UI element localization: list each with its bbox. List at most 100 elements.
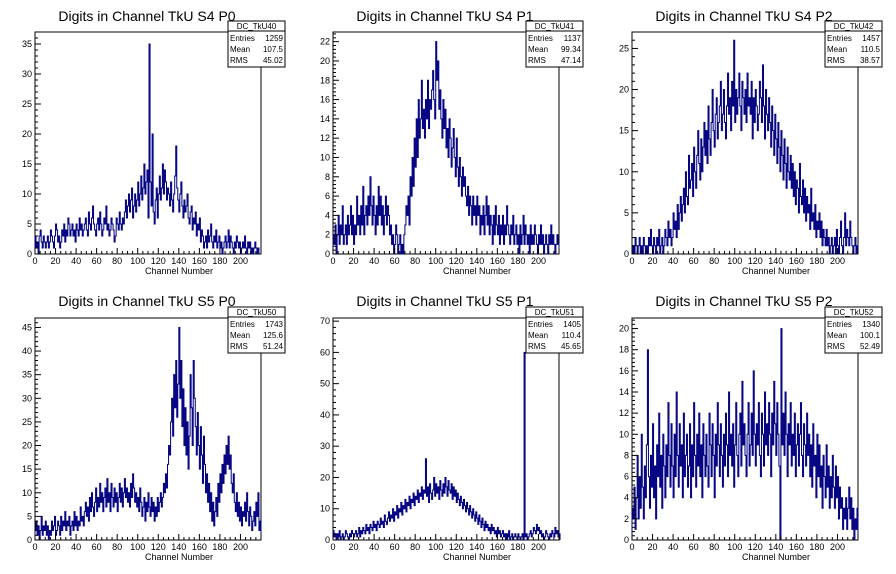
stats-entries-label: Entries xyxy=(827,34,852,43)
x-tick-label: 100 xyxy=(428,256,443,266)
stats-name: DC_TkU40 xyxy=(237,22,277,31)
x-tick-label: 200 xyxy=(233,256,248,266)
y-tick-label: 18 xyxy=(320,75,330,85)
x-tick-label: 100 xyxy=(130,256,145,266)
x-tick-label: 180 xyxy=(510,256,525,266)
x-tick-label: 60 xyxy=(92,542,102,552)
histogram-title: Digits in Channel TkU S5 P0 xyxy=(58,293,235,309)
stats-entries-value: 1457 xyxy=(862,34,880,43)
stats-name: DC_TkU52 xyxy=(834,308,874,317)
x-tick-label: 0 xyxy=(629,542,634,552)
x-axis-label: Channel Number xyxy=(742,266,810,276)
stats-entries-label: Entries xyxy=(827,320,852,329)
stats-rms-label: RMS xyxy=(528,342,546,351)
stats-entries-value: 1137 xyxy=(564,34,582,43)
y-tick-label: 10 xyxy=(619,429,629,439)
histogram-line xyxy=(332,41,560,255)
x-tick-label: 80 xyxy=(410,542,420,552)
stats-rms-label: RMS xyxy=(827,342,845,351)
stats-entries-label: Entries xyxy=(230,34,255,43)
y-tick-label: 5 xyxy=(27,511,32,521)
stats-entries-value: 1405 xyxy=(563,320,581,329)
stats-mean-label: Mean xyxy=(827,331,847,340)
stats-name: DC_TkU51 xyxy=(535,308,575,317)
stats-box-frame xyxy=(824,306,883,354)
x-tick-label: 40 xyxy=(369,542,379,552)
x-tick-label: 160 xyxy=(490,256,505,266)
x-tick-label: 100 xyxy=(727,542,742,552)
y-tick-label: 18 xyxy=(619,345,629,355)
stats-rms-label: RMS xyxy=(230,342,248,351)
x-tick-label: 20 xyxy=(51,256,61,266)
x-tick-label: 100 xyxy=(727,256,742,266)
x-tick-label: 120 xyxy=(748,256,763,266)
y-tick-label: 50 xyxy=(320,379,330,389)
x-tick-label: 20 xyxy=(349,542,359,552)
y-tick-label: 10 xyxy=(22,488,32,498)
x-tick-label: 40 xyxy=(369,256,379,266)
y-tick-label: 20 xyxy=(22,441,32,451)
y-tick-label: 5 xyxy=(27,219,32,229)
histogram-title: Digits in Channel TkU S4 P2 xyxy=(655,8,832,24)
y-tick-label: 5 xyxy=(624,208,629,218)
x-tick-label: 200 xyxy=(233,542,248,552)
y-tick-label: 25 xyxy=(619,43,629,53)
x-tick-label: 140 xyxy=(768,256,783,266)
y-tick-label: 8 xyxy=(624,450,629,460)
y-tick-label: 10 xyxy=(320,504,330,514)
x-tick-label: 200 xyxy=(531,542,546,552)
stats-rms-value: 45.65 xyxy=(561,342,582,351)
x-tick-label: 0 xyxy=(330,256,335,266)
y-tick-label: 20 xyxy=(619,324,629,334)
y-tick-label: 20 xyxy=(619,85,629,95)
histogram-title: Digits in Channel TkU S4 P1 xyxy=(356,8,533,24)
stats-box-frame xyxy=(824,20,883,68)
x-axis-label: Channel Number xyxy=(443,266,511,276)
y-tick-label: 40 xyxy=(320,410,330,420)
y-tick-label: 15 xyxy=(619,126,629,136)
x-tick-label: 160 xyxy=(490,542,505,552)
y-tick-label: 15 xyxy=(22,159,32,169)
stats-mean-label: Mean xyxy=(528,331,548,340)
stats-box-frame xyxy=(525,306,584,354)
y-tick-label: 45 xyxy=(22,322,32,332)
y-tick-label: 20 xyxy=(320,472,330,482)
stats-box-frame xyxy=(525,20,584,68)
x-tick-label: 200 xyxy=(830,542,845,552)
x-tick-label: 20 xyxy=(349,256,359,266)
x-tick-label: 60 xyxy=(689,542,699,552)
histogram-line xyxy=(332,351,561,541)
y-tick-label: 30 xyxy=(22,393,32,403)
histogram-line xyxy=(632,39,859,255)
y-tick-label: 35 xyxy=(22,39,32,49)
y-tick-label: 0 xyxy=(624,249,629,259)
plot-frame xyxy=(631,31,859,255)
y-tick-label: 6 xyxy=(325,191,330,201)
y-tick-label: 0 xyxy=(325,249,330,259)
histogram-title: Digits in Channel TkU S4 P0 xyxy=(58,8,235,24)
y-tick-label: 4 xyxy=(325,210,330,220)
x-tick-label: 40 xyxy=(71,256,81,266)
x-tick-label: 140 xyxy=(171,542,186,552)
histogram-pad-2: Digits in Channel TkU S4 P10 20 40 60 80 100 1… xyxy=(320,8,584,276)
x-tick-label: 120 xyxy=(449,542,464,552)
x-tick-label: 80 xyxy=(112,256,122,266)
y-tick-label: 0 xyxy=(325,535,330,545)
x-tick-label: 60 xyxy=(92,256,102,266)
stats-box: DC_TkU42 Entries 1457 Mean 110.5 RMS 38.57 xyxy=(824,20,883,68)
x-tick-label: 160 xyxy=(192,256,207,266)
x-tick-label: 0 xyxy=(330,542,335,552)
stats-mean-label: Mean xyxy=(528,45,548,54)
y-tick-label: 14 xyxy=(619,387,629,397)
x-tick-label: 180 xyxy=(809,256,824,266)
stats-rms-value: 38.57 xyxy=(860,56,881,65)
stats-rms-value: 51.24 xyxy=(263,342,284,351)
stats-mean-value: 110.5 xyxy=(861,45,881,54)
stats-entries-value: 1259 xyxy=(265,34,283,43)
stats-mean-value: 100.1 xyxy=(860,331,881,340)
y-tick-label: 15 xyxy=(22,464,32,474)
stats-entries-label: Entries xyxy=(528,34,553,43)
x-tick-label: 100 xyxy=(428,542,443,552)
x-tick-label: 120 xyxy=(151,256,166,266)
y-tick-label: 16 xyxy=(619,366,629,376)
